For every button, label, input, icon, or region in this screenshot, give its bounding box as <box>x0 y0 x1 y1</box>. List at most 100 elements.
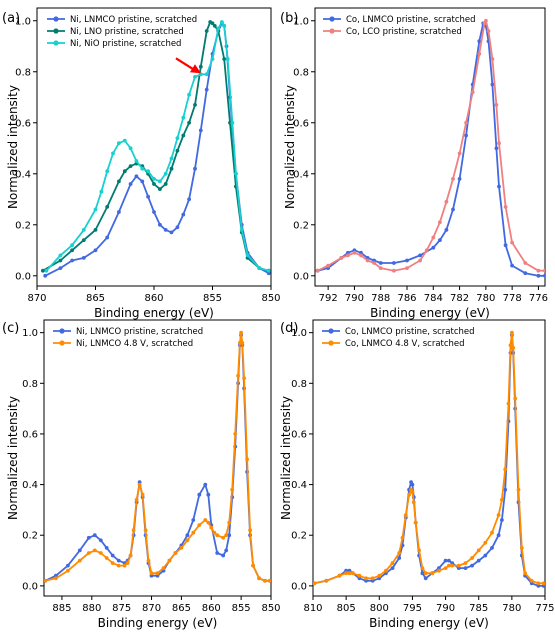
data-point <box>169 166 174 171</box>
x-tick-label: 855 <box>232 603 251 614</box>
data-point <box>185 538 190 543</box>
data-point <box>137 482 142 487</box>
y-tick-label: 1.0 <box>22 328 38 339</box>
y-tick-label: 0.4 <box>293 169 309 180</box>
y-tick-label: 0.6 <box>293 118 309 129</box>
x-tick-label: 795 <box>403 603 422 614</box>
series-line <box>317 19 545 272</box>
data-point <box>390 566 395 570</box>
data-point <box>476 548 481 553</box>
data-point <box>215 551 220 555</box>
panel-label: (c) <box>2 321 19 336</box>
data-point <box>536 268 541 273</box>
data-point <box>210 21 215 26</box>
data-point <box>451 177 455 181</box>
data-point <box>497 184 501 189</box>
data-point <box>117 210 121 214</box>
x-axis-title: Binding energy (eV) <box>98 616 218 630</box>
data-point <box>140 179 145 184</box>
data-point <box>483 553 488 558</box>
data-point <box>54 576 58 581</box>
x-tick-label: 792 <box>319 293 338 304</box>
data-point <box>204 87 209 92</box>
data-point <box>92 533 97 538</box>
data-point <box>443 558 448 563</box>
data-point <box>240 340 245 345</box>
data-point <box>494 103 499 107</box>
data-point <box>134 497 139 502</box>
y-tick-label: 0.0 <box>15 271 31 282</box>
legend-label: Ni, LNMCO pristine, scratched <box>76 327 203 337</box>
data-point <box>456 563 461 568</box>
y-tick-label: 0.4 <box>291 480 307 491</box>
data-point <box>220 20 224 24</box>
y-tick-label: 0.0 <box>293 271 309 282</box>
arrow-head <box>189 64 201 74</box>
y-tick-label: 1.0 <box>293 16 309 27</box>
data-point <box>344 571 348 576</box>
x-tick-label: 800 <box>370 603 389 614</box>
plot-frame <box>312 319 546 597</box>
data-point <box>405 266 409 270</box>
data-point <box>413 520 418 525</box>
x-tick-label: 865 <box>86 293 105 304</box>
x-tick-label: 788 <box>371 293 390 304</box>
data-point <box>125 561 130 565</box>
legend-marker <box>53 28 59 34</box>
data-point <box>44 578 48 583</box>
data-point <box>510 240 514 245</box>
x-tick-label: 805 <box>337 603 356 614</box>
data-point <box>161 566 166 570</box>
plot-frame <box>43 319 272 597</box>
data-point <box>204 29 209 33</box>
data-point <box>377 573 382 578</box>
data-point <box>128 146 133 151</box>
x-tick-label: 780 <box>502 603 521 614</box>
data-point <box>105 205 110 209</box>
y-tick-label: 1.0 <box>291 328 307 339</box>
data-point <box>346 253 350 258</box>
legend-marker <box>53 40 59 46</box>
data-point <box>513 396 518 401</box>
data-point <box>185 533 190 538</box>
series-line <box>314 331 544 585</box>
data-point <box>405 258 409 263</box>
y-tick-label: 0.0 <box>22 581 38 592</box>
arrow-shaft <box>175 57 196 72</box>
data-point <box>110 561 115 565</box>
data-point <box>420 566 425 570</box>
data-point <box>134 159 139 163</box>
data-point <box>245 253 250 258</box>
y-tick-label: 0.2 <box>293 220 309 231</box>
data-point <box>193 75 197 79</box>
data-point <box>146 194 151 199</box>
series-line <box>44 331 270 582</box>
x-tick-label: 850 <box>261 293 280 304</box>
data-point <box>212 530 217 535</box>
data-point <box>70 243 74 248</box>
x-axis-title: Binding energy (eV) <box>94 306 214 320</box>
data-point <box>215 533 220 538</box>
data-point <box>152 210 156 214</box>
data-point <box>204 72 209 77</box>
data-point <box>447 558 451 563</box>
data-point <box>187 92 192 97</box>
y-tick-label: 0.6 <box>291 429 307 440</box>
data-point <box>179 546 184 550</box>
x-axis-title: Binding energy (eV) <box>370 306 490 320</box>
data-point <box>523 261 528 265</box>
data-point <box>365 258 370 263</box>
data-point <box>86 535 91 540</box>
data-point <box>313 581 317 586</box>
chart-panel-a: (a) 870 865 860 855 850 0.0 0.2 0.4 0.6 0.8 1.0 Bind… <box>2 7 281 320</box>
data-point <box>221 535 226 540</box>
data-point <box>438 220 442 225</box>
data-point <box>93 207 98 212</box>
data-point <box>239 228 244 232</box>
y-axis-title: Normalized intensity <box>6 396 20 520</box>
data-point <box>359 250 363 255</box>
data-point <box>198 128 203 133</box>
data-point <box>418 258 422 263</box>
panel-label: (a) <box>2 11 20 26</box>
data-point <box>58 258 63 263</box>
